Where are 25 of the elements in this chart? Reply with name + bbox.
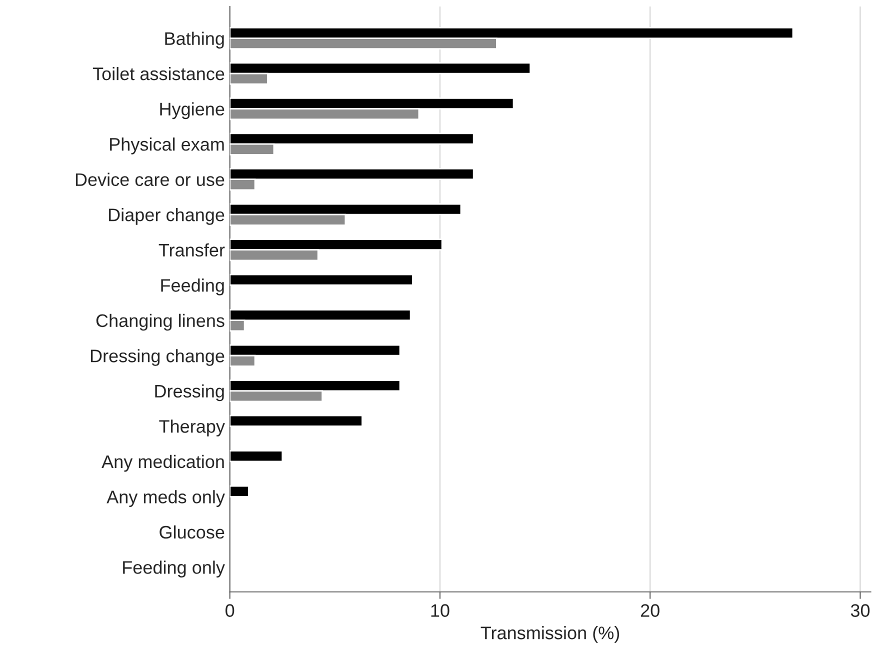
y-tick-label: Glucose xyxy=(160,525,224,539)
x-tick-label: 0 xyxy=(226,604,234,617)
x-axis-title: Transmission (%) xyxy=(480,626,620,643)
bar xyxy=(230,274,414,286)
y-tick-label: Feeding only xyxy=(123,560,225,578)
x-tick-label: 20 xyxy=(640,604,660,617)
bar xyxy=(230,485,250,498)
y-tick-label: Diaper change xyxy=(109,208,224,225)
y-tick-label: Bathing xyxy=(165,32,224,49)
y-tick-label: Dressing change xyxy=(90,349,224,366)
y-tick-label: Feeding xyxy=(161,278,224,296)
y-tick-label: Changing linens xyxy=(96,314,224,331)
x-tick-label: 30 xyxy=(850,604,870,617)
bar xyxy=(230,450,284,462)
y-tick-label: Hygiene xyxy=(160,102,224,120)
y-tick-label: Dressing xyxy=(155,384,224,402)
y-tick-label: Any meds only xyxy=(106,490,225,507)
y-tick-label: Therapy xyxy=(159,420,225,436)
y-tick-label: Transfer xyxy=(158,243,225,257)
x-tick-label: 10 xyxy=(431,604,450,617)
bar xyxy=(230,414,363,427)
y-tick-label: Any medication xyxy=(102,454,224,472)
y-tick-label: Toilet assistance xyxy=(92,66,224,80)
y-tick-label: Physical exam xyxy=(110,138,224,154)
y-tick-label: Device care or use xyxy=(76,172,224,186)
